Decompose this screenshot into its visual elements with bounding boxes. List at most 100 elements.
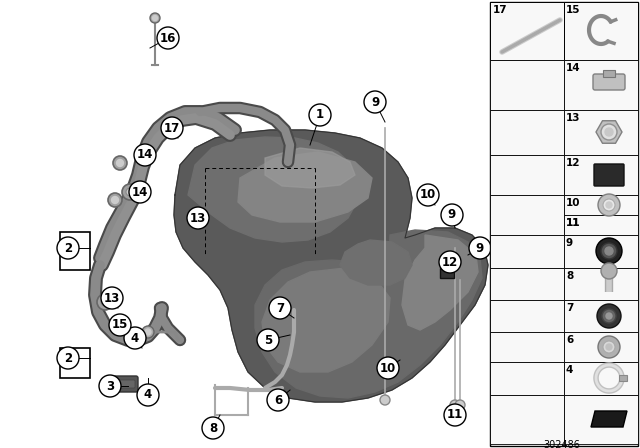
Text: 4: 4 <box>144 388 152 401</box>
Text: 9: 9 <box>476 241 484 254</box>
Circle shape <box>455 400 465 410</box>
Circle shape <box>157 27 179 49</box>
Polygon shape <box>265 148 355 188</box>
Circle shape <box>603 199 615 211</box>
Circle shape <box>129 181 151 203</box>
Circle shape <box>309 104 331 126</box>
Text: 302486: 302486 <box>543 440 580 448</box>
Circle shape <box>601 263 617 279</box>
Bar <box>564 2 638 60</box>
Bar <box>564 362 638 395</box>
Text: 14: 14 <box>137 148 153 161</box>
Text: 9: 9 <box>371 95 379 108</box>
Text: 14: 14 <box>132 185 148 198</box>
Circle shape <box>113 156 127 170</box>
Bar <box>490 362 564 395</box>
Circle shape <box>269 297 291 319</box>
Polygon shape <box>262 268 390 372</box>
Circle shape <box>606 344 612 350</box>
Circle shape <box>380 395 390 405</box>
Circle shape <box>605 247 613 255</box>
Circle shape <box>606 313 612 319</box>
Text: 2: 2 <box>64 352 72 365</box>
Polygon shape <box>238 152 372 222</box>
Circle shape <box>444 404 466 426</box>
Text: 12: 12 <box>442 255 458 268</box>
Circle shape <box>597 304 621 328</box>
Circle shape <box>417 184 439 206</box>
Circle shape <box>57 237 79 259</box>
Bar <box>564 300 638 332</box>
Bar <box>564 395 638 444</box>
Text: 17: 17 <box>164 121 180 134</box>
Circle shape <box>601 124 617 140</box>
Text: 9: 9 <box>448 208 456 221</box>
Circle shape <box>109 314 131 336</box>
Text: 7: 7 <box>566 303 573 313</box>
Circle shape <box>108 193 122 207</box>
Circle shape <box>99 375 121 397</box>
Text: 11: 11 <box>447 409 463 422</box>
Bar <box>564 195 638 215</box>
Circle shape <box>101 298 109 306</box>
Text: 12: 12 <box>566 158 580 168</box>
Text: 6: 6 <box>566 335 573 345</box>
Bar <box>490 2 564 60</box>
Circle shape <box>605 128 613 136</box>
Text: 15: 15 <box>112 319 128 332</box>
Bar <box>490 155 564 195</box>
Bar <box>564 155 638 195</box>
Circle shape <box>137 384 159 406</box>
Text: 13: 13 <box>190 211 206 224</box>
Circle shape <box>267 389 289 411</box>
Circle shape <box>150 13 160 23</box>
Circle shape <box>142 326 154 338</box>
Text: 8: 8 <box>566 271 573 281</box>
Circle shape <box>57 347 79 369</box>
Text: 5: 5 <box>264 333 272 346</box>
Bar <box>60 348 90 378</box>
Text: 14: 14 <box>566 63 580 73</box>
Text: 10: 10 <box>420 189 436 202</box>
Circle shape <box>145 329 151 335</box>
Bar <box>490 235 564 268</box>
Circle shape <box>187 207 209 229</box>
Circle shape <box>202 417 224 439</box>
Circle shape <box>257 329 279 351</box>
Text: 11: 11 <box>566 218 580 228</box>
Bar <box>490 110 564 155</box>
Bar <box>564 110 638 155</box>
Bar <box>619 375 627 381</box>
Circle shape <box>606 202 612 208</box>
Polygon shape <box>596 121 622 143</box>
Bar <box>490 332 564 362</box>
Polygon shape <box>174 130 488 402</box>
Bar <box>564 332 638 362</box>
Polygon shape <box>402 235 478 330</box>
Circle shape <box>450 400 460 410</box>
Circle shape <box>111 197 118 203</box>
Circle shape <box>124 327 146 349</box>
Bar <box>60 232 90 270</box>
Bar <box>564 215 638 235</box>
Circle shape <box>97 294 113 310</box>
Bar <box>490 60 564 110</box>
Text: 9: 9 <box>566 238 573 248</box>
Circle shape <box>126 188 134 196</box>
Text: 16: 16 <box>160 31 176 44</box>
Bar <box>564 235 638 268</box>
Circle shape <box>601 243 617 259</box>
Polygon shape <box>591 411 627 427</box>
Text: 7: 7 <box>276 302 284 314</box>
Bar <box>490 195 564 235</box>
Text: 4: 4 <box>131 332 139 345</box>
Polygon shape <box>340 240 412 285</box>
Circle shape <box>596 238 622 264</box>
Text: 11: 11 <box>566 218 580 228</box>
Circle shape <box>377 357 399 379</box>
Circle shape <box>101 287 123 309</box>
Bar <box>603 70 615 77</box>
Circle shape <box>441 204 463 226</box>
Polygon shape <box>255 230 482 398</box>
Circle shape <box>152 16 157 21</box>
